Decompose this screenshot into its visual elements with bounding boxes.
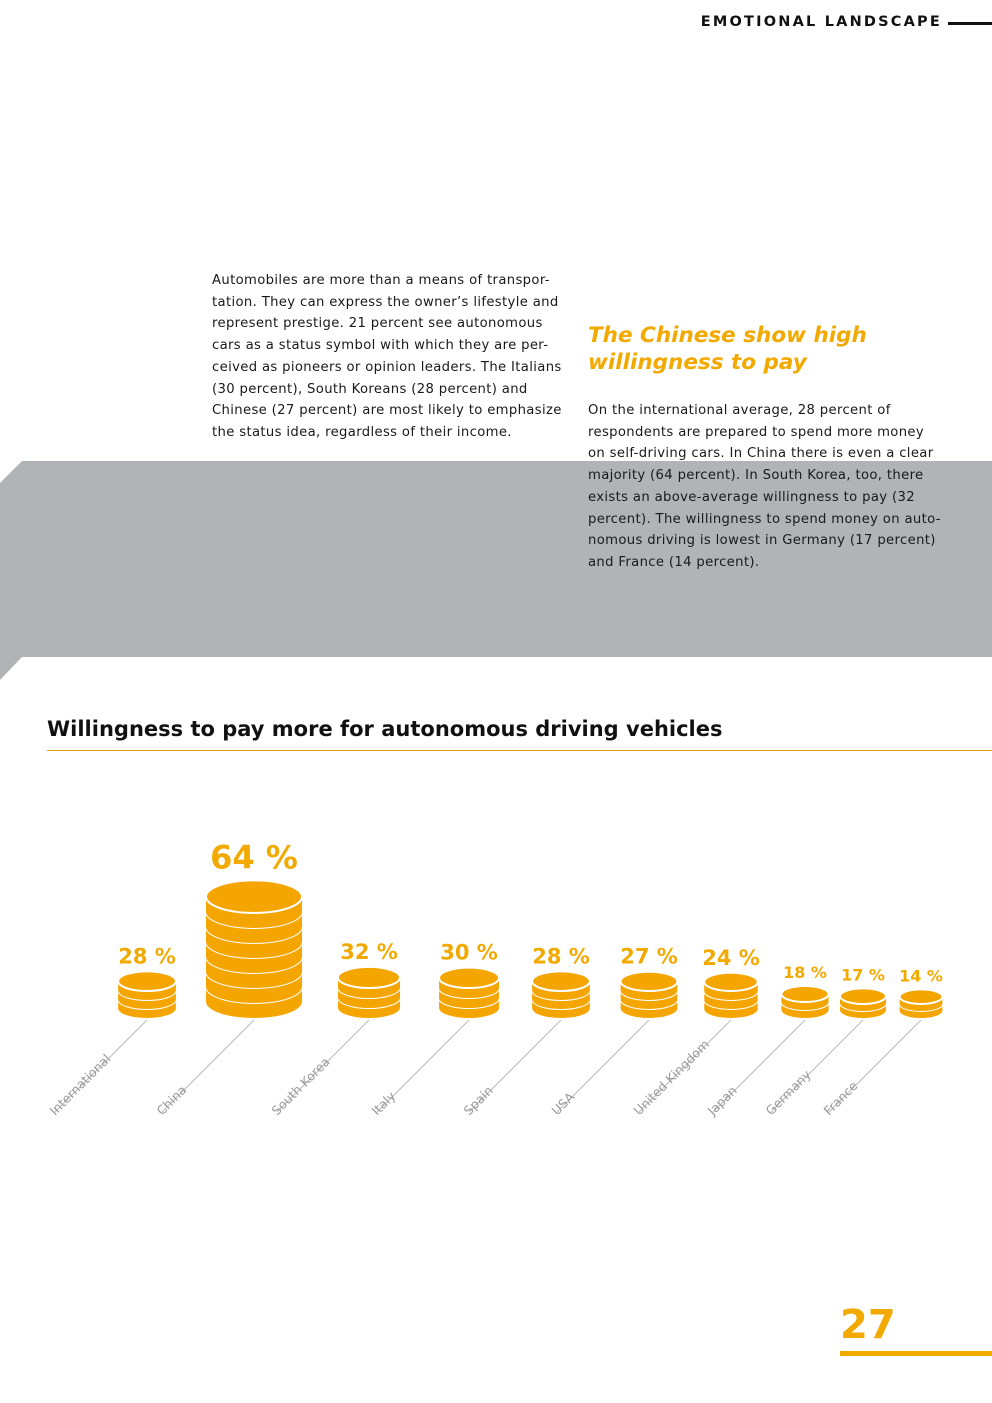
page-number: 27 bbox=[840, 1302, 896, 1348]
coin-top bbox=[838, 987, 888, 1005]
leader-line-international bbox=[54, 1019, 148, 1113]
category-label-south-korea: South Korea bbox=[269, 1054, 333, 1118]
category-label-japan: Japan bbox=[704, 1083, 740, 1119]
leader-line-china bbox=[161, 1019, 255, 1113]
value-label-japan: 18 % bbox=[783, 963, 827, 982]
coin-stack-germany bbox=[838, 987, 888, 1018]
coin-top bbox=[337, 965, 401, 990]
gray-band bbox=[0, 461, 992, 680]
coin-top bbox=[619, 970, 679, 992]
coin-top bbox=[703, 971, 759, 993]
category-label-france: France bbox=[821, 1078, 861, 1118]
coin-stack-japan bbox=[780, 984, 830, 1018]
leader-line-italy bbox=[376, 1019, 470, 1113]
coin-stack-chart: 28 % International 64 % China 32 % South Kore… bbox=[47, 838, 944, 1119]
coin-top bbox=[117, 970, 177, 992]
leader-line-germany bbox=[770, 1019, 864, 1113]
value-label-international: 28 % bbox=[118, 944, 176, 968]
coin-stack-south-korea bbox=[337, 965, 401, 1018]
coin-stack-china bbox=[205, 879, 303, 1018]
value-label-germany: 17 % bbox=[841, 965, 885, 984]
value-label-united-kingdom: 24 % bbox=[702, 946, 760, 970]
chart-title-rule bbox=[47, 750, 992, 751]
coin-top bbox=[205, 879, 303, 914]
value-label-china: 64 % bbox=[210, 838, 298, 876]
coin-stack-usa bbox=[619, 970, 679, 1018]
category-label-china: China bbox=[154, 1082, 190, 1118]
leader-line-spain bbox=[468, 1019, 562, 1113]
intro-paragraph: Automobiles are more than a means of tra… bbox=[212, 273, 562, 440]
coin-stack-united-kingdom bbox=[703, 971, 759, 1019]
page-number-rule bbox=[840, 1351, 992, 1356]
category-label-germany: Germany bbox=[763, 1066, 815, 1118]
leader-line-south-korea bbox=[276, 1019, 370, 1113]
coin-stack-spain bbox=[531, 970, 591, 1018]
coin-top bbox=[531, 970, 591, 992]
value-label-italy: 30 % bbox=[440, 941, 498, 965]
leader-line-japan bbox=[712, 1019, 806, 1113]
side-heading: The Chinese show high willingness to pay bbox=[588, 323, 867, 375]
category-label-italy: Italy bbox=[369, 1088, 399, 1118]
gray-band-shape bbox=[0, 461, 992, 680]
leader-line-united-kingdom bbox=[638, 1019, 732, 1113]
category-label-united-kingdom: United Kingdom bbox=[631, 1037, 713, 1119]
category-label-international: International bbox=[47, 1051, 114, 1118]
coin-top bbox=[898, 988, 944, 1005]
value-label-france: 14 % bbox=[899, 966, 943, 985]
section-title-rule bbox=[948, 22, 992, 25]
value-label-usa: 27 % bbox=[620, 945, 678, 969]
coin-stack-italy bbox=[438, 966, 500, 1019]
chart-title: Willingness to pay more for autonomous d… bbox=[47, 717, 723, 741]
side-paragraph: On the international average, 28 percent… bbox=[588, 403, 941, 570]
coin-stack-france bbox=[898, 988, 944, 1019]
value-label-spain: 28 % bbox=[532, 944, 590, 968]
category-label-usa: USA bbox=[549, 1089, 578, 1118]
coin-top bbox=[780, 984, 830, 1004]
leader-line-france bbox=[828, 1019, 922, 1113]
coin-stack-international bbox=[117, 970, 177, 1018]
leader-line-usa bbox=[556, 1019, 650, 1113]
section-title: EMOTIONAL LANDSCAPE bbox=[700, 14, 942, 30]
category-label-spain: Spain bbox=[461, 1083, 496, 1118]
coin-top bbox=[438, 966, 500, 989]
value-label-south-korea: 32 % bbox=[340, 940, 398, 964]
